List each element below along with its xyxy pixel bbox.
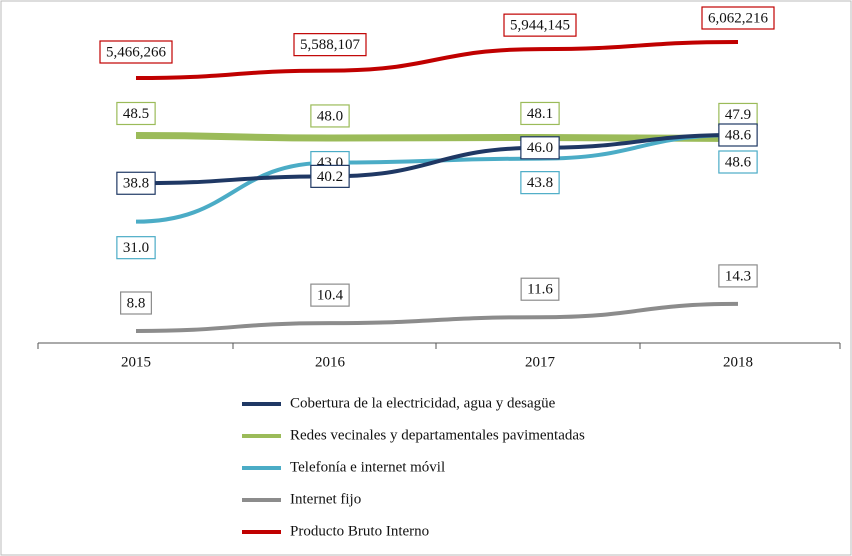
data-label-box: [310, 104, 350, 128]
data-label-box: [718, 123, 758, 147]
data-label: 40.2: [317, 169, 343, 185]
data-label: 48.5: [123, 106, 149, 122]
legend-label: Cobertura de la electricidad, agua y des…: [290, 395, 556, 411]
data-label-box: [310, 283, 350, 307]
data-label-box: [120, 291, 152, 315]
x-axis-ticks: [37, 343, 841, 349]
data-label-box: [520, 136, 560, 160]
x-tick-label: 2015: [121, 354, 151, 370]
data-label-box: [293, 33, 367, 57]
line: [135, 40, 739, 80]
data-label: 14.3: [725, 268, 751, 284]
data-label: 48.6: [725, 154, 752, 170]
data-label-box: [503, 13, 577, 37]
data-label-box: [718, 150, 758, 174]
legend-label: Telefonía e internet móvil: [290, 459, 445, 475]
data-label: 48.1: [527, 106, 553, 122]
data-label-box: [116, 171, 156, 195]
legend-label: Redes vecinales y departamentales pavime…: [290, 427, 585, 443]
data-label: 47.9: [725, 107, 751, 123]
line: [135, 301, 739, 333]
data-label: 11.6: [527, 282, 553, 298]
data-label: 38.8: [123, 176, 149, 192]
data-label: 5,588,107: [300, 37, 361, 53]
data-label-box: [701, 6, 775, 30]
data-label-box: [718, 264, 758, 288]
data-label-box: [520, 277, 560, 301]
line: [135, 133, 739, 224]
data-label-box: [116, 236, 156, 260]
data-label: 31.0: [123, 240, 149, 256]
data-label: 48.0: [317, 108, 343, 124]
x-tick-label: 2017: [525, 354, 556, 370]
line: [135, 133, 739, 186]
data-label: 6,062,216: [708, 10, 769, 26]
data-label: 5,466,266: [106, 44, 167, 60]
data-label-box: [520, 101, 560, 126]
data-label: 43.8: [527, 175, 553, 191]
legend-label: Producto Bruto Interno: [290, 523, 429, 539]
data-label-box: [310, 164, 350, 188]
data-label: 10.4: [317, 288, 344, 304]
legend-label: Internet fijo: [290, 491, 361, 507]
data-label: 46.0: [527, 140, 553, 156]
data-label: 48.6: [725, 127, 752, 143]
x-tick-label: 2016: [315, 354, 346, 370]
data-label: 8.8: [127, 295, 146, 311]
line: [135, 131, 739, 142]
data-label: 5,944,145: [510, 18, 570, 34]
data-label-box: [116, 101, 156, 126]
data-label-box: [99, 40, 173, 64]
data-label-box: [520, 171, 560, 195]
x-tick-label: 2018: [723, 354, 753, 370]
